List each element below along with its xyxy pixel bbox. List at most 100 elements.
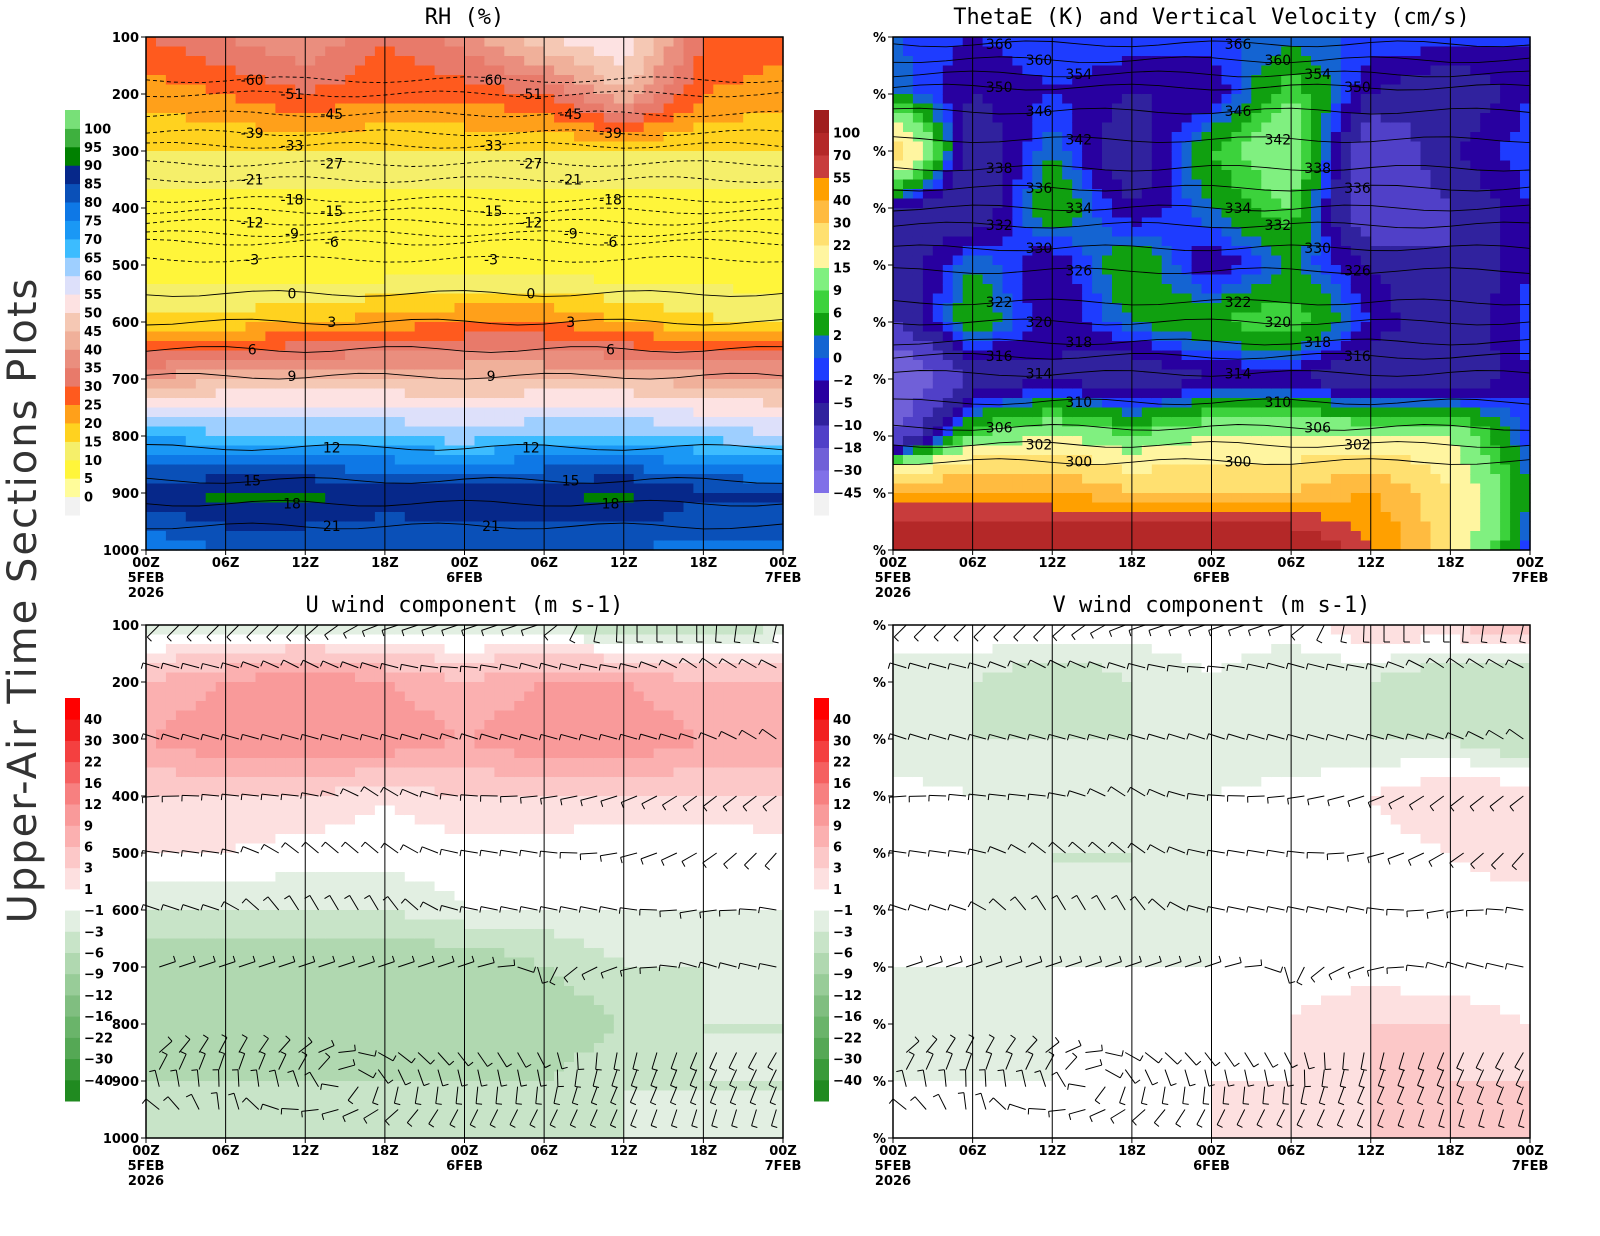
field-cell: [464, 512, 476, 523]
field-cell: [464, 170, 476, 181]
field-cell: [524, 407, 535, 418]
field-cell: [743, 75, 754, 86]
field-cell: [903, 407, 914, 418]
field-cell: [494, 474, 505, 485]
field-cell: [245, 274, 257, 285]
field-cell: [335, 388, 346, 399]
field-cell: [1092, 265, 1103, 276]
field-cell: [295, 84, 306, 95]
field-cell: [773, 502, 784, 513]
field-cell: [912, 141, 924, 152]
field-cell: [295, 37, 306, 48]
field-cell: [1032, 246, 1043, 257]
field-cell: [175, 189, 187, 200]
field-cell: [335, 132, 346, 143]
field-cell: [992, 426, 1004, 437]
field-cell: [215, 341, 227, 352]
field-cell: [1131, 56, 1143, 67]
field-cell: [156, 274, 167, 285]
field-cell: [275, 417, 286, 428]
field-cell: [275, 208, 286, 219]
field-cell: [564, 255, 575, 266]
field-cell: [394, 246, 406, 257]
field-cell: [534, 94, 545, 105]
field-cell: [325, 189, 336, 200]
field-cell: [494, 65, 505, 76]
field-cell: [643, 360, 655, 371]
field-cell: [554, 398, 565, 409]
field-cell: [225, 132, 237, 143]
field-cell: [1112, 445, 1123, 456]
field-cell: [345, 464, 356, 475]
field-cell: [424, 322, 436, 333]
contour-line: [145, 230, 784, 237]
field-cell: [414, 189, 426, 200]
field-cell: [285, 540, 296, 551]
field-cell: [1022, 483, 1033, 494]
field-cell: [514, 407, 525, 418]
field-cell: [484, 531, 495, 542]
field-cell: [703, 540, 714, 551]
field-cell: [434, 255, 446, 266]
field-cell: [514, 493, 525, 504]
field-cell: [733, 246, 744, 257]
field-cell: [215, 493, 227, 504]
field-cell: [1032, 474, 1043, 485]
field-cell: [1072, 65, 1083, 76]
field-cell: [185, 227, 197, 238]
field-cell: [265, 398, 276, 409]
field-cell: [673, 265, 685, 276]
field-cell: [384, 65, 396, 76]
field-cell: [893, 198, 904, 209]
field-cell: [643, 255, 655, 266]
field-cell: [713, 255, 724, 266]
field-cell: [225, 255, 237, 266]
field-cell: [1121, 369, 1133, 380]
field-cell: [554, 141, 565, 152]
field-cell: [195, 388, 207, 399]
field-cell: [613, 151, 625, 162]
field-cell: [146, 141, 157, 152]
field-cell: [424, 56, 436, 67]
field-cell: [265, 65, 276, 76]
field-cell: [982, 132, 994, 143]
field-cell: [175, 265, 187, 276]
field-cell: [922, 255, 934, 266]
field-cell: [554, 426, 565, 437]
field-cell: [753, 37, 764, 48]
field-cell: [285, 75, 296, 86]
field-cell: [1032, 369, 1043, 380]
field-cell: [962, 84, 974, 95]
field-cell: [1141, 151, 1153, 162]
field-cell: [753, 474, 764, 485]
field-cell: [583, 407, 595, 418]
field-cell: [942, 464, 954, 475]
field-cell: [384, 540, 396, 551]
field-cell: [345, 160, 356, 171]
field-cell: [554, 37, 565, 48]
field-cell: [773, 151, 784, 162]
field-cell: [534, 274, 545, 285]
field-cell: [474, 265, 486, 276]
field-cell: [175, 217, 187, 228]
field-cell: [534, 312, 545, 323]
field-cell: [1131, 122, 1143, 133]
field-cell: [195, 322, 207, 333]
field-cell: [962, 350, 974, 361]
field-cell: [335, 493, 346, 504]
field-cell: [903, 56, 914, 67]
field-cell: [574, 236, 585, 247]
field-cell: [365, 502, 376, 513]
field-cell: [733, 151, 744, 162]
field-cell: [345, 341, 356, 352]
field-cell: [404, 464, 416, 475]
field-cell: [1092, 521, 1103, 532]
field-cell: [335, 103, 346, 114]
field-cell: [404, 113, 416, 124]
field-cell: [723, 265, 734, 276]
field-cell: [723, 160, 734, 171]
field-cell: [713, 502, 724, 513]
field-cell: [1102, 540, 1113, 551]
field-cell: [365, 246, 376, 257]
field-cell: [1082, 540, 1093, 551]
